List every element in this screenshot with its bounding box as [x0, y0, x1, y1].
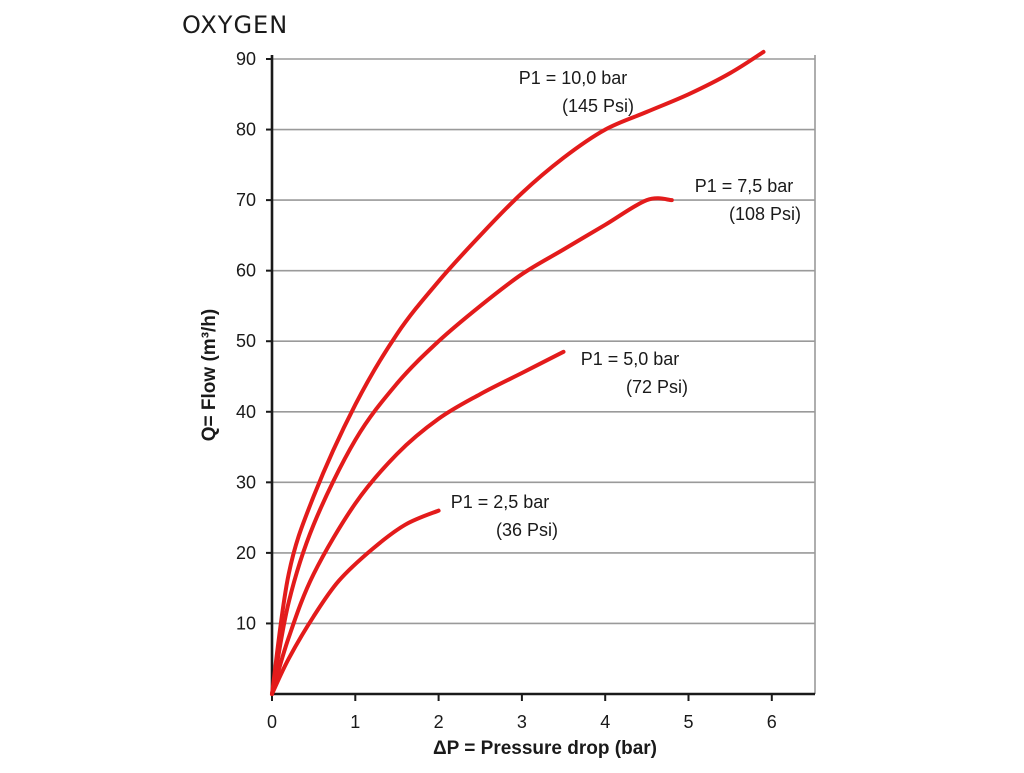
grid-layer	[272, 55, 816, 694]
series-sublabel-p1-10-0-bar: (145 Psi)	[562, 96, 634, 116]
series-label-p1-10-0-bar: P1 = 10,0 bar	[519, 68, 628, 88]
series-line-p1-2-5-bar	[270, 508, 441, 696]
y-tick-label-90: 90	[236, 49, 256, 69]
y-tick-label-50: 50	[236, 331, 256, 351]
x-tick-label-6: 6	[767, 712, 777, 732]
series-label-p1-7-5-bar: P1 = 7,5 bar	[695, 176, 794, 196]
x-tick-label-4: 4	[600, 712, 610, 732]
x-tick-label-1: 1	[350, 712, 360, 732]
y-axis-title: Q= Flow (m³/h)	[199, 309, 220, 441]
series-label-p1-2-5-bar: P1 = 2,5 bar	[451, 492, 550, 512]
series-sublabel-p1-2-5-bar: (36 Psi)	[496, 520, 558, 540]
series-sublabel-p1-5-0-bar: (72 Psi)	[626, 377, 688, 397]
series-line-p1-10-0-bar	[270, 49, 766, 696]
series-label-p1-5-0-bar: P1 = 5,0 bar	[581, 349, 680, 369]
y-tick-label-20: 20	[236, 543, 256, 563]
series-line-p1-7-5-bar	[270, 196, 674, 696]
x-tick-label-5: 5	[683, 712, 693, 732]
chart-title: OXYGEN	[182, 11, 288, 39]
y-tick-label-80: 80	[236, 120, 256, 140]
y-tick-label-10: 10	[236, 613, 256, 633]
x-axis-title: ΔP = Pressure drop (bar)	[433, 738, 657, 759]
axes-layer: 10 20 30 40 50 60 70 80 90 0 1 2 3 4 5 6	[236, 49, 815, 732]
series-layer	[270, 49, 766, 696]
y-tick-label-30: 30	[236, 472, 256, 492]
x-tick-label-3: 3	[517, 712, 527, 732]
y-tick-label-70: 70	[236, 190, 256, 210]
y-tick-label-40: 40	[236, 402, 256, 422]
series-sublabel-p1-7-5-bar: (108 Psi)	[729, 204, 801, 224]
x-tick-label-2: 2	[434, 712, 444, 732]
label-layer: P1 = 2,5 bar (36 Psi) P1 = 5,0 bar (72 Psi)…	[451, 68, 801, 540]
y-tick-label-60: 60	[236, 261, 256, 281]
x-tick-label-0: 0	[267, 712, 277, 732]
series-line-p1-5-0-bar	[270, 349, 566, 696]
